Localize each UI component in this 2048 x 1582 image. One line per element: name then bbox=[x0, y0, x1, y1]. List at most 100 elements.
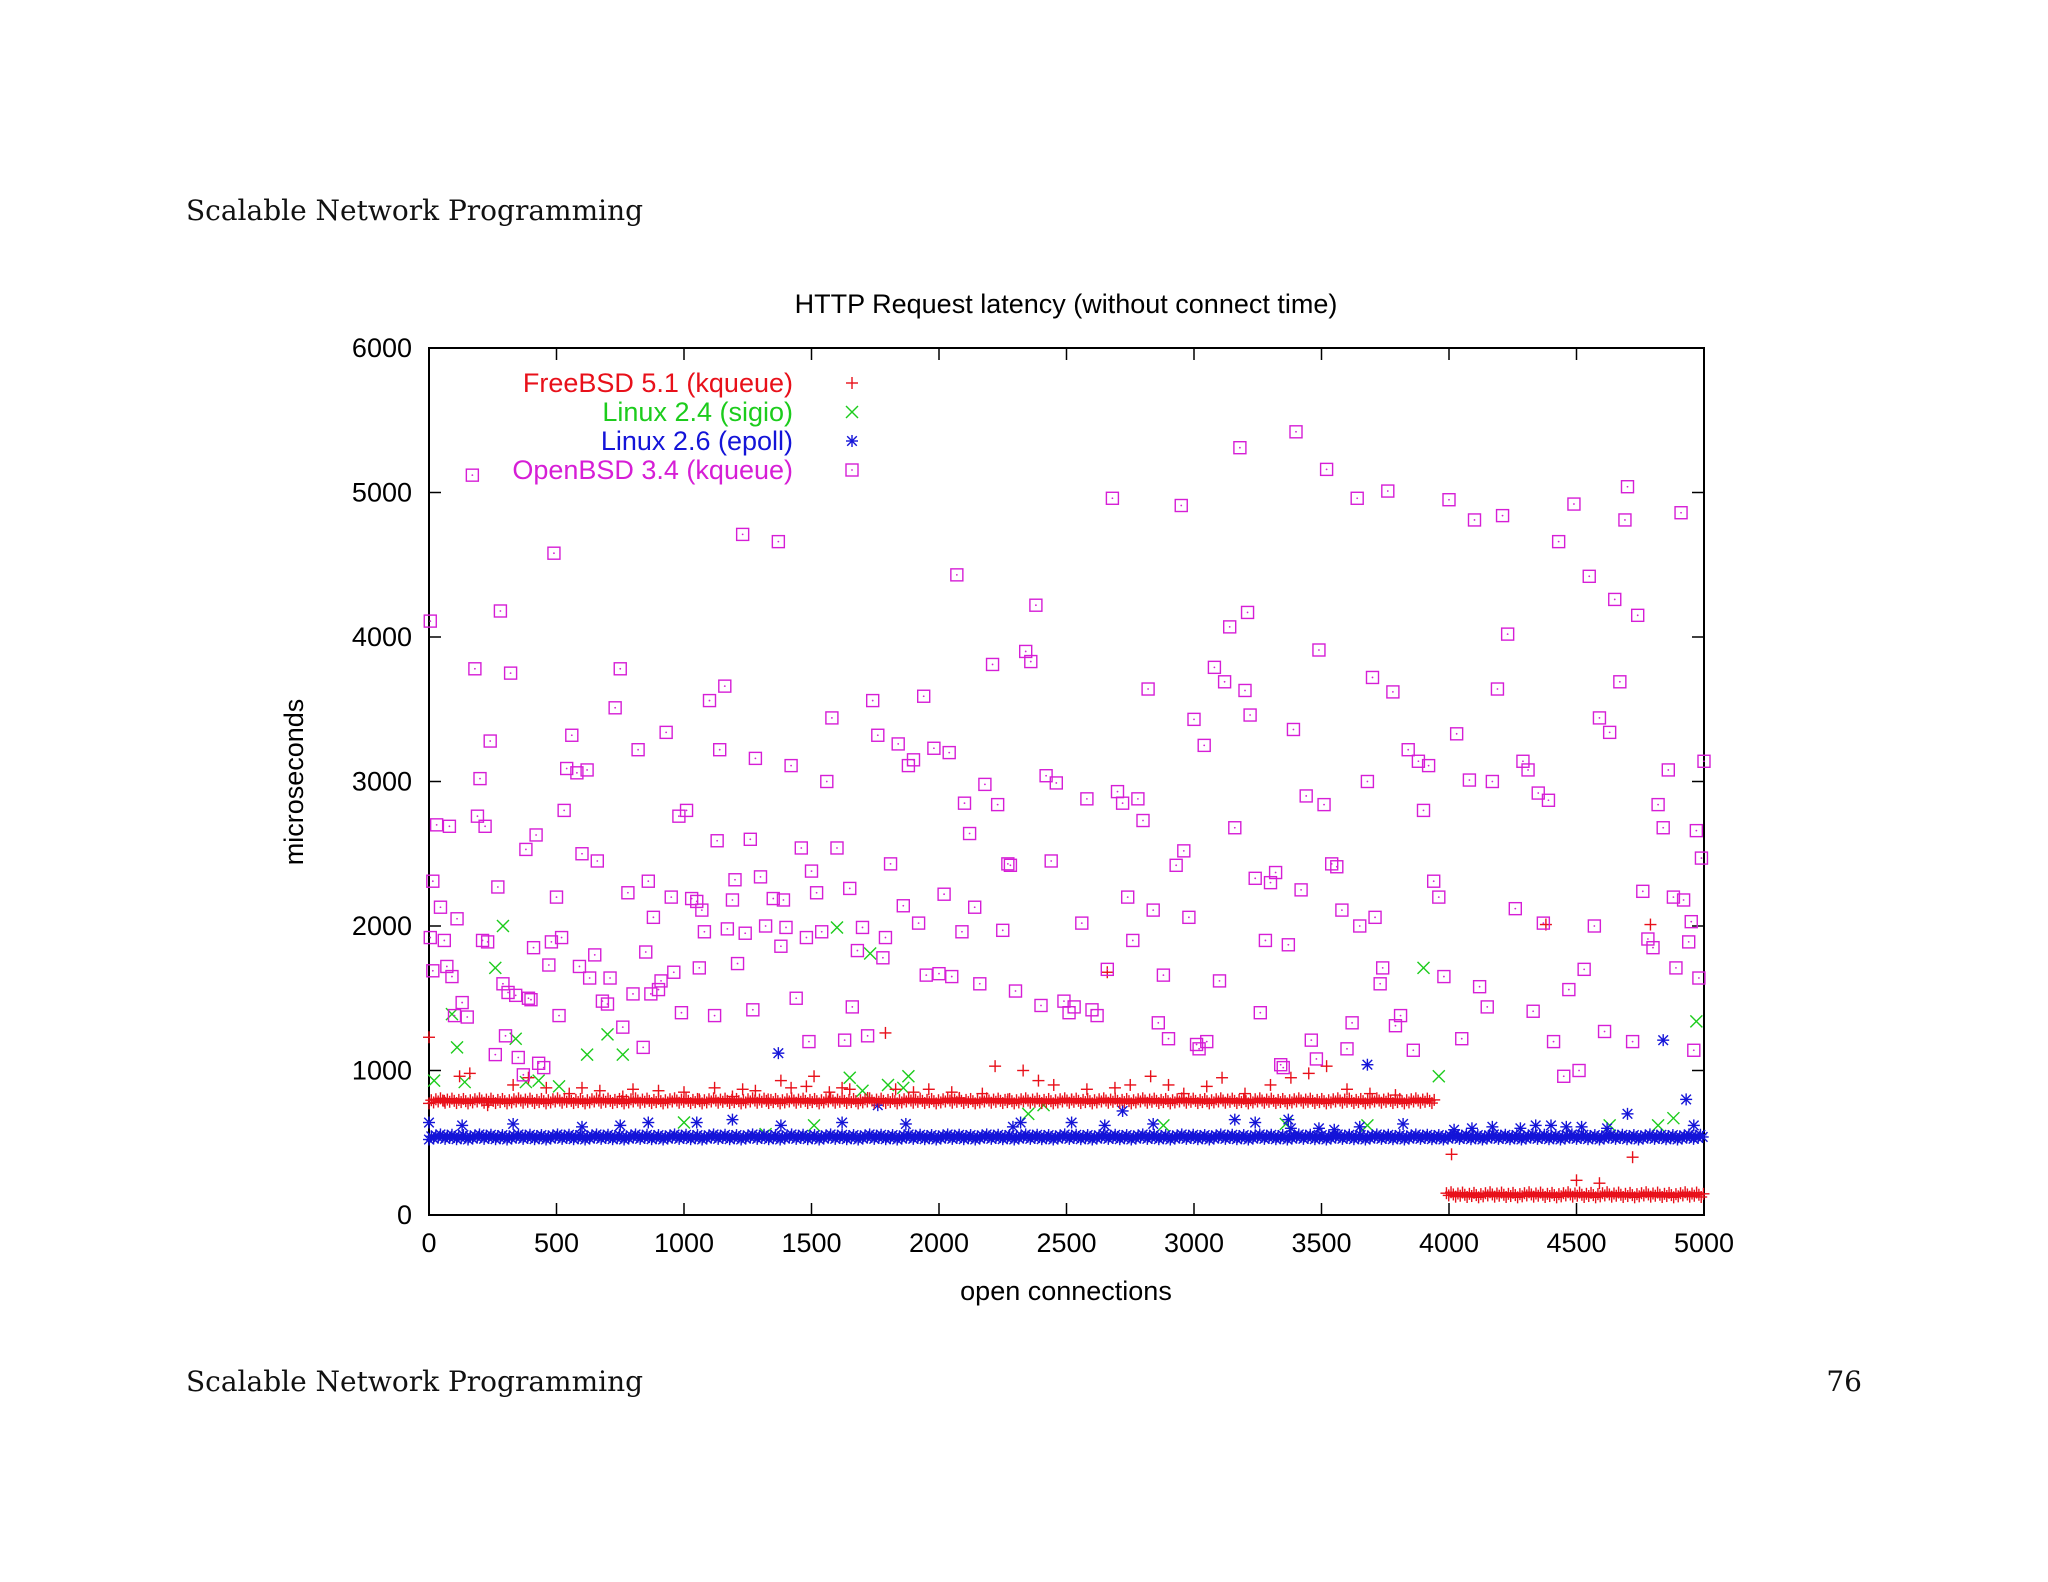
data-point bbox=[973, 977, 987, 991]
data-point bbox=[815, 925, 829, 939]
data-point bbox=[1432, 890, 1446, 904]
data-point bbox=[779, 920, 793, 935]
data-point bbox=[784, 758, 798, 773]
data-point bbox=[736, 1083, 749, 1096]
data-point bbox=[1182, 910, 1196, 925]
data-point bbox=[1417, 961, 1430, 975]
data-point bbox=[1017, 1064, 1030, 1077]
data-point bbox=[1676, 893, 1691, 907]
data-point bbox=[540, 1081, 553, 1094]
data-point bbox=[639, 945, 653, 959]
data-point bbox=[1449, 727, 1464, 741]
legend-label: OpenBSD 3.4 (kqueue) bbox=[512, 455, 793, 485]
data-point bbox=[836, 1081, 849, 1094]
data-point bbox=[1626, 1151, 1639, 1164]
data-point bbox=[968, 900, 982, 914]
data-point bbox=[1268, 865, 1283, 880]
data-point bbox=[1687, 1119, 1700, 1132]
data-point bbox=[678, 1086, 690, 1099]
data-point bbox=[891, 737, 905, 751]
data-point bbox=[1472, 979, 1487, 994]
data-point bbox=[1161, 1032, 1176, 1046]
data-point bbox=[1284, 1122, 1297, 1135]
data-point bbox=[1416, 803, 1431, 818]
data-point bbox=[1032, 1074, 1045, 1087]
data-point bbox=[1021, 1107, 1035, 1121]
data-point bbox=[1551, 534, 1566, 549]
data-point bbox=[1602, 725, 1617, 740]
data-point bbox=[1228, 821, 1242, 835]
data-point bbox=[478, 819, 492, 833]
data-point bbox=[423, 1031, 435, 1044]
data-point bbox=[945, 969, 959, 984]
legend-marker bbox=[845, 405, 859, 419]
legend-label: Linux 2.6 (epoll) bbox=[601, 426, 793, 456]
data-point bbox=[945, 1086, 958, 1099]
legend-marker bbox=[845, 463, 859, 477]
data-point bbox=[526, 940, 541, 955]
data-point bbox=[927, 741, 941, 755]
data-point bbox=[1687, 1043, 1701, 1057]
x-tick-label: 4000 bbox=[1419, 1228, 1479, 1258]
data-point bbox=[614, 1119, 627, 1132]
data-point bbox=[575, 847, 589, 861]
data-point bbox=[1263, 875, 1278, 890]
data-point bbox=[667, 965, 681, 979]
data-point bbox=[580, 763, 594, 777]
data-point bbox=[785, 1081, 798, 1094]
data-point bbox=[1696, 1130, 1709, 1143]
data-point bbox=[985, 657, 1000, 672]
data-point bbox=[1101, 966, 1114, 979]
data-point bbox=[426, 874, 440, 888]
data-point bbox=[1309, 1052, 1324, 1066]
data-point bbox=[488, 1047, 502, 1062]
data-point bbox=[1264, 1078, 1277, 1091]
data-point bbox=[774, 939, 788, 953]
data-point bbox=[708, 1081, 721, 1094]
data-point bbox=[1601, 1122, 1614, 1135]
data-point bbox=[1572, 1063, 1586, 1078]
data-point bbox=[557, 803, 571, 818]
data-point bbox=[532, 1074, 546, 1088]
data-point bbox=[463, 1067, 476, 1080]
data-point bbox=[1047, 1078, 1060, 1091]
data-point bbox=[1381, 484, 1395, 498]
data-point bbox=[1529, 1119, 1542, 1132]
data-point bbox=[507, 1117, 520, 1130]
data-point bbox=[1388, 1019, 1403, 1033]
y-tick-label: 2000 bbox=[352, 911, 412, 941]
data-point bbox=[646, 910, 661, 925]
data-point bbox=[774, 1074, 787, 1087]
x-tick-label: 500 bbox=[534, 1228, 579, 1258]
data-point bbox=[1560, 1120, 1573, 1133]
data-point bbox=[563, 1087, 576, 1100]
data-point bbox=[1212, 974, 1227, 988]
data-point bbox=[426, 964, 440, 978]
data-point bbox=[507, 1078, 520, 1091]
data-point bbox=[652, 1084, 665, 1097]
data-point bbox=[522, 1071, 535, 1084]
data-point bbox=[802, 1034, 816, 1049]
data-point bbox=[889, 1083, 902, 1096]
data-point bbox=[1080, 1083, 1093, 1096]
data-point bbox=[746, 1003, 760, 1017]
data-point bbox=[1090, 1008, 1104, 1023]
data-point bbox=[690, 1116, 703, 1129]
data-point bbox=[1319, 462, 1334, 477]
data-point bbox=[1545, 1119, 1557, 1132]
data-point bbox=[1065, 1116, 1078, 1129]
page-number: 76 bbox=[1826, 1365, 1862, 1398]
data-point bbox=[950, 568, 964, 582]
data-point bbox=[651, 982, 666, 997]
data-point bbox=[1207, 660, 1222, 675]
data-point bbox=[1353, 919, 1367, 933]
data-point bbox=[1187, 712, 1201, 727]
data-point bbox=[429, 818, 444, 832]
data-point bbox=[481, 1099, 494, 1112]
data-point bbox=[1692, 971, 1706, 985]
data-point bbox=[1694, 851, 1709, 865]
data-point bbox=[1697, 1187, 1710, 1200]
data-point bbox=[503, 666, 518, 680]
data-point bbox=[1485, 774, 1500, 789]
data-point bbox=[1144, 1070, 1157, 1083]
